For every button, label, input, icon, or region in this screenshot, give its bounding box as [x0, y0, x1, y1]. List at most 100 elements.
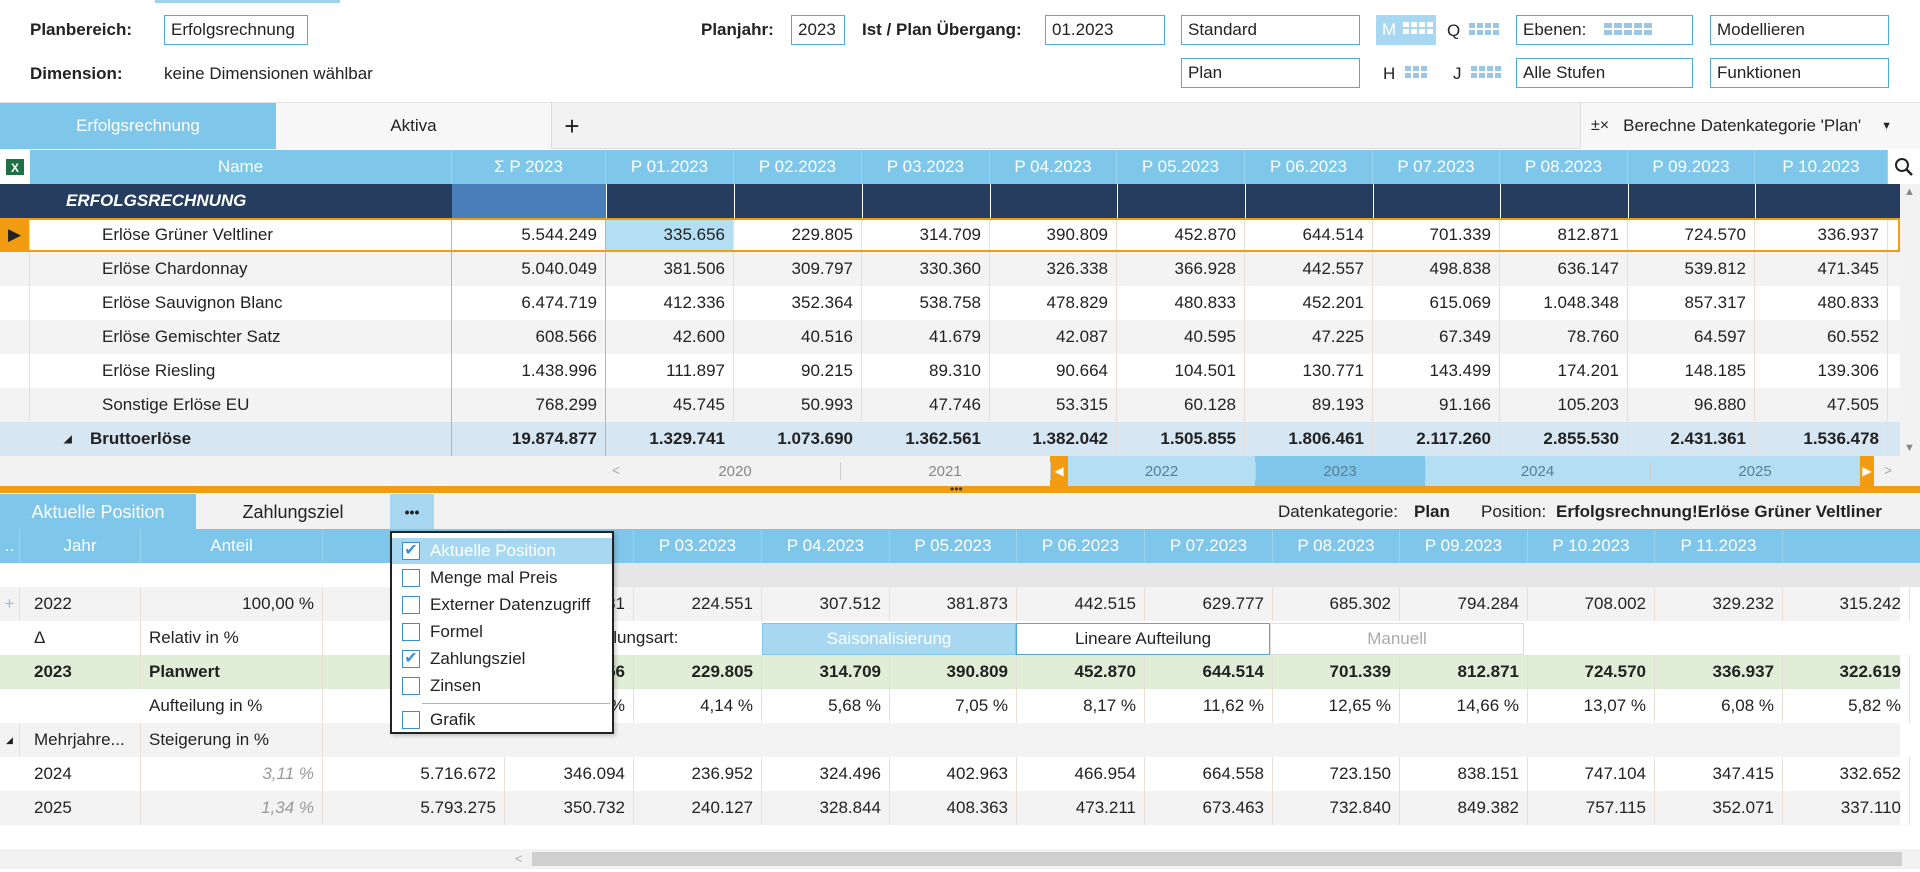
value-cell[interactable]: 309.797: [734, 252, 862, 286]
sum-cell[interactable]: 5.793.275: [323, 791, 505, 825]
value-cell[interactable]: 747.104: [1528, 757, 1655, 791]
menu-item[interactable]: Externer Datenzugriff: [392, 592, 612, 618]
table-row[interactable]: Erlöse Chardonnay 5.040.049 381.506 309.797…: [0, 252, 1900, 286]
value-cell[interactable]: 480.833: [1755, 286, 1888, 320]
value-cell[interactable]: 47.505: [1755, 388, 1888, 422]
table-row[interactable]: Sonstige Erlöse EU 768.299 45.745 50.993 47.…: [0, 388, 1900, 422]
value-cell[interactable]: 224.551: [634, 587, 762, 621]
value-cell[interactable]: 143.499: [1373, 354, 1500, 388]
aufteilung-label[interactable]: Aufteilung in %: [141, 689, 323, 723]
planwert-label[interactable]: Planwert: [141, 655, 323, 689]
value-cell[interactable]: 328.844: [762, 791, 890, 825]
table-row[interactable]: Erlöse Riesling 1.438.996 111.897 90.215 89.…: [0, 354, 1900, 388]
timeline-selected-range[interactable]: [1068, 456, 1860, 486]
value-cell[interactable]: 329.232: [1655, 587, 1783, 621]
menu-item[interactable]: Zinsen: [392, 673, 612, 699]
value-cell[interactable]: 326.338: [990, 252, 1117, 286]
value-cell[interactable]: 1.536.478: [1755, 422, 1888, 456]
value-cell[interactable]: 381.506: [606, 252, 734, 286]
steigerung-cell[interactable]: 3,11 %: [141, 757, 323, 791]
value-cell[interactable]: 2.431.361: [1628, 422, 1755, 456]
expand-icon[interactable]: +: [0, 587, 20, 621]
value-cell[interactable]: 89.193: [1245, 388, 1373, 422]
year-cell[interactable]: 2022: [20, 587, 141, 621]
lower-column-header[interactable]: P 05.2023: [890, 529, 1017, 563]
value-cell[interactable]: 307.512: [762, 587, 890, 621]
column-header-period[interactable]: P 07.2023: [1373, 150, 1500, 184]
menu-item[interactable]: ✔ Aktuelle Position: [392, 538, 612, 564]
value-cell[interactable]: 757.115: [1528, 791, 1655, 825]
value-cell[interactable]: 2.855.530: [1500, 422, 1628, 456]
value-cell[interactable]: 673.463: [1145, 791, 1273, 825]
value-cell[interactable]: 8,17 %: [1017, 689, 1145, 723]
checkbox[interactable]: ✔: [402, 542, 420, 560]
value-cell[interactable]: 615.069: [1373, 286, 1500, 320]
value-cell[interactable]: 14,66 %: [1400, 689, 1528, 723]
value-cell[interactable]: 67.349: [1373, 320, 1500, 354]
column-header-period[interactable]: P 02.2023: [734, 150, 862, 184]
value-cell[interactable]: 90.664: [990, 354, 1117, 388]
menu-item[interactable]: Grafik: [392, 707, 612, 733]
value-cell[interactable]: 89.310: [862, 354, 990, 388]
column-header-period[interactable]: P 04.2023: [990, 150, 1117, 184]
relativ-label[interactable]: Relativ in %: [141, 621, 323, 655]
value-cell[interactable]: 229.805: [734, 218, 862, 252]
table-row[interactable]: ◢ Bruttoerlöse 19.874.877 1.329.741 1.073.69…: [0, 422, 1900, 456]
value-cell[interactable]: 347.415: [1655, 757, 1783, 791]
value-cell[interactable]: 6.474.719: [452, 286, 606, 320]
value-cell[interactable]: 105.203: [1500, 388, 1628, 422]
value-cell[interactable]: 723.150: [1273, 757, 1400, 791]
value-cell[interactable]: 1.362.561: [862, 422, 990, 456]
value-cell[interactable]: 346.094: [505, 757, 634, 791]
column-header-period[interactable]: P 10.2023: [1755, 150, 1888, 184]
value-cell[interactable]: 41.679: [862, 320, 990, 354]
lower-column-header[interactable]: P 04.2023: [762, 529, 890, 563]
value-cell[interactable]: 314.709: [762, 655, 890, 689]
value-cell[interactable]: 498.838: [1373, 252, 1500, 286]
value-cell[interactable]: 1.329.741: [606, 422, 734, 456]
value-cell[interactable]: 50.993: [734, 388, 862, 422]
value-cell[interactable]: 5,82 %: [1783, 689, 1910, 723]
value-cell[interactable]: 708.002: [1528, 587, 1655, 621]
column-header-period[interactable]: P 06.2023: [1245, 150, 1373, 184]
value-cell[interactable]: 812.871: [1500, 218, 1628, 252]
column-header-period[interactable]: Σ P 2023: [452, 150, 606, 184]
column-header-period[interactable]: P 05.2023: [1117, 150, 1245, 184]
value-cell[interactable]: 174.201: [1500, 354, 1628, 388]
datenkategorie-select[interactable]: Plan: [1181, 58, 1360, 88]
value-cell[interactable]: 229.805: [634, 655, 762, 689]
value-cell[interactable]: 139.306: [1755, 354, 1888, 388]
funktionen-button[interactable]: Funktionen: [1710, 58, 1889, 88]
value-cell[interactable]: 381.873: [890, 587, 1017, 621]
timeline-range-start-handle[interactable]: ◀: [1050, 456, 1068, 486]
value-cell[interactable]: 608.566: [452, 320, 606, 354]
value-cell[interactable]: 90.215: [734, 354, 862, 388]
value-cell[interactable]: 53.315: [990, 388, 1117, 422]
value-cell[interactable]: 45.745: [606, 388, 734, 422]
value-cell[interactable]: 104.501: [1117, 354, 1245, 388]
table-row-2023[interactable]: 2023 Planwert 56 229.805 314.709 390.809 452.8…: [0, 655, 1910, 689]
checkbox[interactable]: [402, 711, 420, 729]
stufen-select[interactable]: Alle Stufen: [1516, 58, 1693, 88]
option-lineare-aufteilung[interactable]: Lineare Aufteilung: [1016, 623, 1270, 655]
value-cell[interactable]: 685.302: [1273, 587, 1400, 621]
tab-zahlungsziel[interactable]: Zahlungsziel: [242, 501, 344, 522]
value-cell[interactable]: 42.087: [990, 320, 1117, 354]
value-cell[interactable]: 130.771: [1245, 354, 1373, 388]
value-cell[interactable]: 6,08 %: [1655, 689, 1783, 723]
lower-horizontal-scrollbar[interactable]: <: [0, 849, 1920, 869]
value-cell[interactable]: 5,68 %: [762, 689, 890, 723]
scrollbar-thumb[interactable]: [532, 852, 1902, 866]
tab-aktiva[interactable]: Aktiva: [276, 103, 552, 149]
value-cell[interactable]: 336.937: [1655, 655, 1783, 689]
value-cell[interactable]: 732.840: [1273, 791, 1400, 825]
value-cell[interactable]: 322.619: [1783, 655, 1910, 689]
timeline-range-end-handle[interactable]: ▶: [1860, 456, 1874, 486]
value-cell[interactable]: 857.317: [1628, 286, 1755, 320]
timeline-navigator[interactable]: < ◀ ▶ > 2020 2021 2022 2023 2024 2025: [0, 456, 1920, 486]
value-cell[interactable]: 5.544.249: [452, 218, 606, 252]
table-row[interactable]: Erlöse Gemischter Satz 608.566 42.600 40.51…: [0, 320, 1900, 354]
value-cell[interactable]: 60.552: [1755, 320, 1888, 354]
search-icon[interactable]: [1888, 150, 1920, 184]
mehrjahre-label[interactable]: Mehrjahre...: [20, 723, 141, 757]
